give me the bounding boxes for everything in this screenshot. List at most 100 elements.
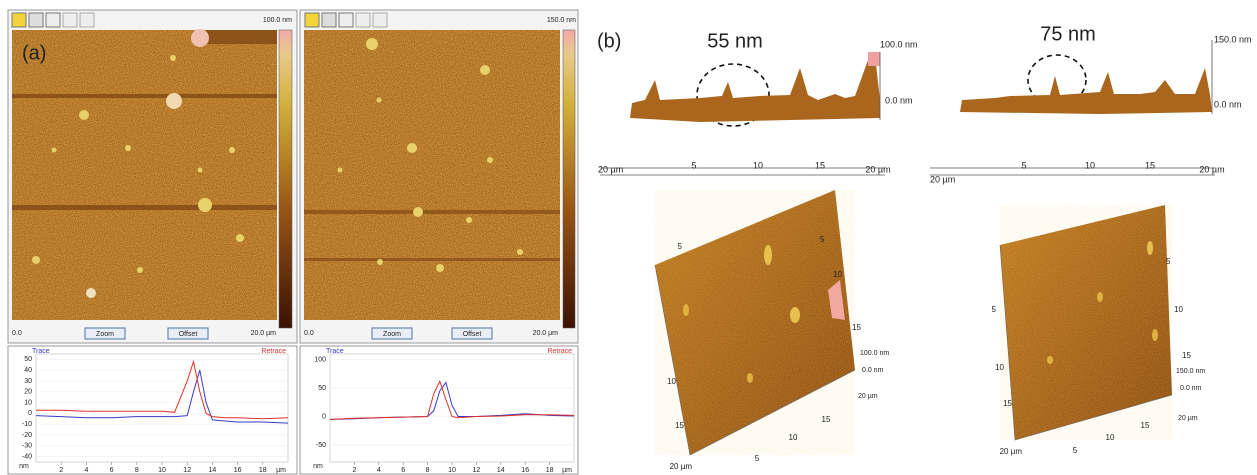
axis-label: 10 [789,433,798,442]
axis-label: 10 [995,363,1004,372]
axis-label: 10 [1174,305,1183,314]
y-tick-label: 20 [24,389,32,396]
scale-label: 20 µm [858,393,878,400]
surface-3d [654,190,1173,456]
afm-window [7,9,579,344]
axis-label: 10 [833,270,842,279]
x-tick-label: 14 [497,467,505,474]
panel-label: (b) [597,30,621,52]
scale-max: 150.0 nm [547,17,576,24]
height-label: 55 nm [707,30,763,52]
tool-icon[interactable] [372,12,388,28]
y-tick-label: 0 [322,413,326,420]
y-tick-label: 50 [318,385,326,392]
x-start: 0.0 [304,330,314,337]
afm-texture [12,30,277,320]
y-unit: nm [313,463,323,470]
legend-entry: Retrace [261,348,286,355]
zoom-label: Zoom [96,331,114,338]
x-tick-label: 10 [448,467,456,474]
axis-label: 15 [822,415,831,424]
y-unit: nm [19,463,29,470]
x-tick-label: 18 [259,467,267,474]
y-tick-label: 100 [314,357,326,364]
tool-icon[interactable] [11,12,27,28]
x-end: 20.0 µm [533,330,559,337]
scale-label: 150.0 nm [1176,368,1205,375]
tool-icon[interactable] [321,12,337,28]
y-tick-label: -40 [22,453,32,460]
offset-label: Offset [179,331,198,338]
scale-label: 150.0 nm [1214,34,1252,44]
x-tick-label: 16 [521,467,529,474]
tool-icon[interactable] [62,12,78,28]
x-tick-label: 10 [158,467,166,474]
axis-label: 10 [1085,160,1095,170]
zoom-label: Zoom [383,331,401,338]
axis-label: 20 µm [1000,447,1023,456]
tool-icon[interactable] [28,12,44,28]
legend-entry: Retrace [547,348,572,355]
x-tick-label: 6 [401,467,405,474]
y-tick-label: -10 [22,421,32,428]
tool-icon[interactable] [304,12,320,28]
toolbar [11,12,388,28]
x-tick-label: 8 [426,467,430,474]
scan-lines [304,210,560,261]
x-tick-label: 12 [473,467,481,474]
axis-label: 20 µm [670,462,693,471]
x-tick-label: 8 [135,467,139,474]
y-tick-label: -20 [22,432,32,439]
particles [32,29,244,298]
y-tick-label: 0 [28,410,32,417]
y-tick-label: 50 [24,356,32,363]
profile-line [35,370,289,424]
x-unit: µm [562,467,572,474]
offset-button[interactable] [451,327,493,340]
scale-label: 100.0 nm [860,350,889,357]
y-tick-label: 40 [24,367,32,374]
tool-icon[interactable] [355,12,371,28]
highlight-circle [1027,54,1087,106]
axis-label: 5 [755,454,760,463]
scale-label: 0.0 nm [1180,385,1202,392]
axis-label: 15 [1141,421,1150,430]
side-profile [600,40,1215,176]
x-tick-label: 6 [110,467,114,474]
x-tick-label: 12 [183,467,191,474]
axis-label: 5 [1166,257,1171,266]
axis-label: 5 [820,235,825,244]
scale-label: 0.0 nm [862,367,884,374]
particles [337,38,523,272]
legend-entry: Trace [32,348,50,355]
axis-label: 15 [815,160,825,170]
legend-entry: Trace [326,348,344,355]
y-tick-label: 10 [24,399,32,406]
tool-icon[interactable] [338,12,354,28]
y-tick-label: -30 [22,443,32,450]
color-bar [278,29,293,329]
scale-label: 100.0 nm [880,39,918,49]
zoom-button[interactable] [84,327,126,340]
profile-line [36,359,289,420]
axis-label: 5 [1021,160,1026,170]
scale-label: 0.0 nm [885,95,913,105]
axis-label: 10 [667,377,676,386]
tool-icon[interactable] [45,12,61,28]
axis-label: 20 µm [1199,164,1224,174]
profile-line [329,379,575,420]
x-tick-label: 2 [352,467,356,474]
axis-label: 15 [1003,399,1012,408]
profile-window [299,345,579,475]
x-end: 20.0 µm [251,330,277,337]
axis-label: 10 [753,160,763,170]
zoom-button[interactable] [371,327,413,340]
axis-label: 20 µm [598,164,623,174]
offset-button[interactable] [167,327,209,340]
scale-max: 100.0 nm [263,17,292,24]
x-tick-label: 14 [209,467,217,474]
x-tick-label: 4 [377,467,381,474]
tool-icon[interactable] [79,12,95,28]
x-tick-label: 18 [546,467,554,474]
afm-texture [304,30,560,320]
